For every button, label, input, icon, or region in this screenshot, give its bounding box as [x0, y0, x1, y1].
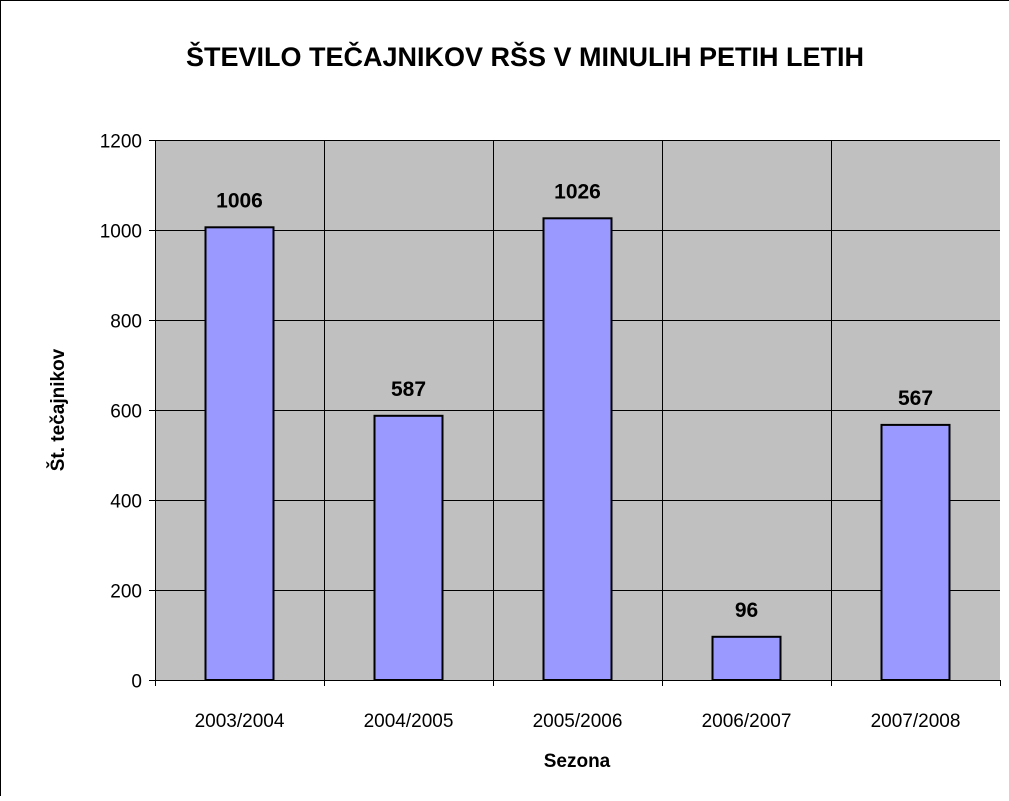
y-tick-label: 400	[110, 492, 142, 513]
bar	[711, 635, 782, 681]
bar	[373, 414, 444, 681]
x-tick-label: 2003/2004	[195, 711, 285, 732]
chart-title: ŠTEVILO TEČAJNIKOV RŠS V MINULIH PETIH L…	[186, 41, 864, 72]
y-axis-title: Št. tečajnikov	[47, 348, 69, 471]
x-tick-label: 2006/2007	[702, 711, 792, 732]
bar	[880, 423, 951, 681]
bar-value-label: 1026	[554, 180, 601, 203]
x-tick-label: 2005/2006	[533, 711, 623, 732]
bar-value-label: 1006	[216, 189, 263, 212]
y-tick-label: 200	[110, 582, 142, 603]
x-tick-label: 2007/2008	[871, 711, 961, 732]
bars	[204, 217, 951, 682]
axes: 0 200 400 600 800 1000 1200 2003/2004 2004/2005 2…	[100, 132, 1001, 732]
y-tick-label: 600	[110, 402, 142, 423]
bar-value-label: 567	[898, 387, 933, 410]
y-tick-label: 800	[110, 312, 142, 333]
y-tick-label: 0	[131, 672, 142, 693]
bar	[542, 217, 613, 682]
data-labels: 1006 587 1026 96 567	[216, 180, 933, 622]
x-tick-label: 2004/2005	[364, 711, 454, 732]
bar-value-label: 96	[735, 599, 758, 622]
bar	[204, 226, 275, 682]
x-axis-title: Sezona	[544, 751, 611, 772]
y-tick-label: 1200	[100, 132, 142, 153]
bar-value-label: 587	[391, 378, 426, 401]
y-tick-label: 1000	[100, 222, 142, 243]
